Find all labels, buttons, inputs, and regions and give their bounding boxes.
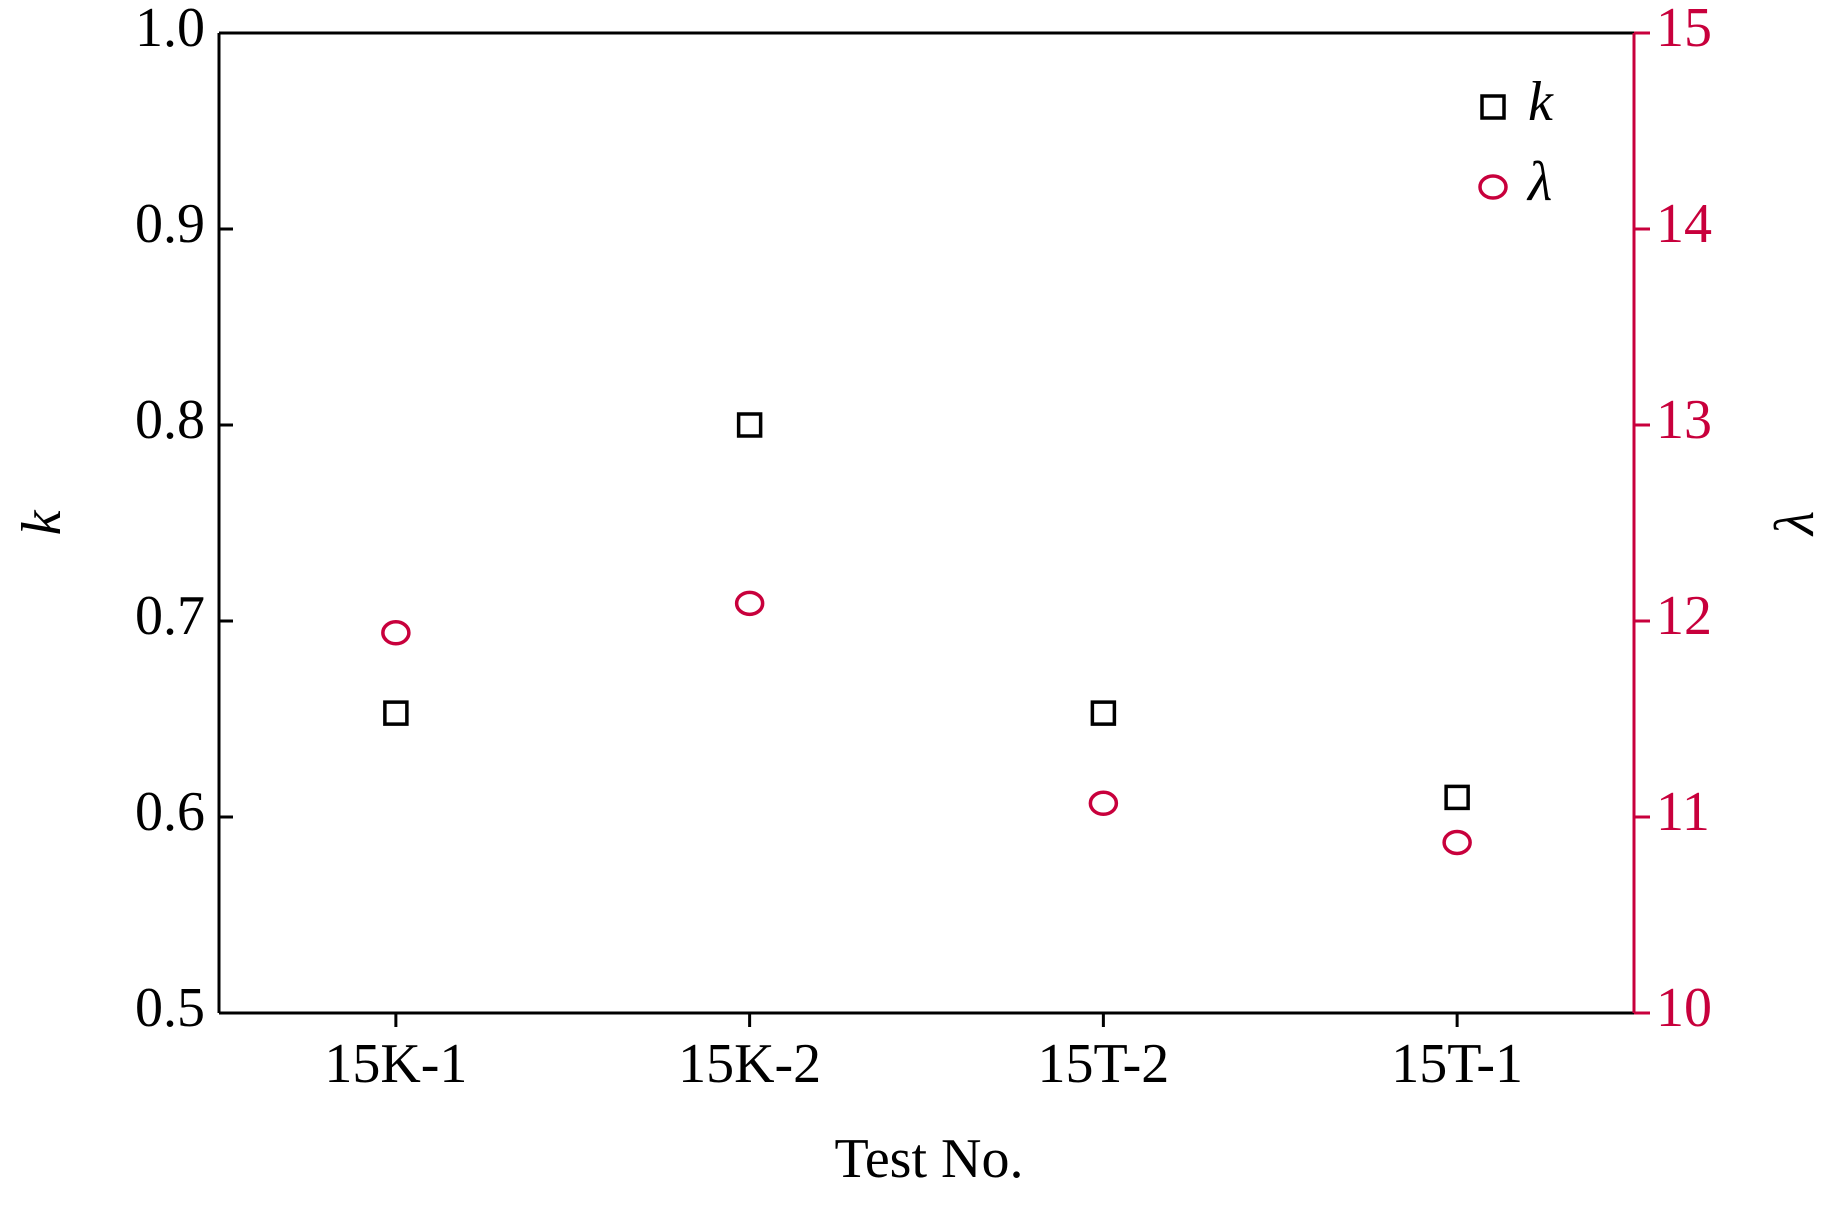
y-tick-label: 1.0 <box>135 0 205 59</box>
x-axis-label: Test No. <box>835 1128 1024 1190</box>
point <box>1444 784 1470 811</box>
point <box>734 590 765 617</box>
legend-label: λ <box>1526 151 1552 213</box>
point <box>381 620 411 646</box>
point <box>1442 829 1472 856</box>
point <box>1088 790 1119 817</box>
point <box>736 412 763 438</box>
y2-tick-label: 11 <box>1656 781 1710 843</box>
y-axis-label: k <box>11 509 73 535</box>
y-tick-label: 0.8 <box>135 389 205 451</box>
y2-tick-label: 14 <box>1656 193 1712 255</box>
y-tick-label: 0.6 <box>135 781 205 843</box>
legend-label: k <box>1528 71 1554 133</box>
y-tick-label: 0.5 <box>135 977 205 1039</box>
x-tick-label: 15K-1 <box>324 1033 467 1095</box>
legend-marker <box>1480 94 1506 120</box>
point <box>1090 700 1117 726</box>
x-tick-label: 15T-2 <box>1038 1033 1170 1095</box>
y2-tick-label: 13 <box>1656 389 1712 451</box>
y2-tick-label: 12 <box>1656 585 1712 647</box>
y2-tick-label: 15 <box>1656 0 1712 59</box>
y2-tick-label: 10 <box>1656 977 1712 1039</box>
legend-marker <box>1478 174 1508 200</box>
x-tick-label: 15T-1 <box>1391 1033 1523 1095</box>
x-tick-label: 15K-2 <box>678 1033 821 1095</box>
y-tick-label: 0.9 <box>135 193 205 255</box>
y-tick-label: 0.7 <box>135 585 205 647</box>
y2-axis-label: λ <box>1764 511 1826 537</box>
point <box>383 700 409 726</box>
